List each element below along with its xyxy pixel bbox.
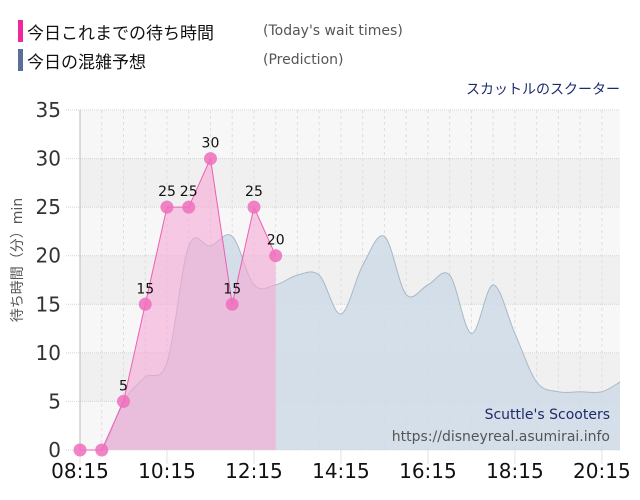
watermark-url: https://disneyreal.asumirai.info <box>392 429 610 445</box>
svg-text:待ち時間（分）min: 待ち時間（分）min <box>10 198 26 322</box>
y-tick-label: 10 <box>36 341 61 365</box>
x-tick-label: 18:15 <box>486 459 544 483</box>
data-point[interactable] <box>138 297 152 311</box>
data-label: 5 <box>119 378 128 394</box>
legend-label-en: (Today's wait times) <box>263 23 403 39</box>
x-tick-label: 10:15 <box>138 459 196 483</box>
legend-swatch-prediction <box>18 49 23 71</box>
data-point[interactable] <box>160 200 174 214</box>
data-point[interactable] <box>73 443 87 457</box>
y-axis-title: 待ち時間（分）min <box>10 198 26 322</box>
data-point[interactable] <box>116 394 130 408</box>
data-point[interactable] <box>269 249 283 263</box>
y-tick-label: 35 <box>36 98 61 122</box>
data-label: 15 <box>223 281 241 297</box>
x-tick-label: 12:15 <box>225 459 283 483</box>
x-tick-label: 16:15 <box>399 459 457 483</box>
legend-label-jp: 今日の混雑予想 <box>27 52 146 73</box>
data-label: 25 <box>180 184 198 200</box>
y-tick-label: 5 <box>48 389 61 413</box>
x-tick-label: 08:15 <box>51 459 109 483</box>
attraction-title: スカットルのスクーター <box>466 82 620 98</box>
watermark: Scuttle's Scooters https://disneyreal.as… <box>392 407 610 445</box>
data-point[interactable] <box>182 200 196 214</box>
legend-swatch-actual <box>18 20 23 42</box>
legend-label-en: (Prediction) <box>263 52 344 68</box>
y-tick-label: 20 <box>36 244 61 268</box>
data-point[interactable] <box>225 297 239 311</box>
data-label: 20 <box>267 233 285 249</box>
data-point[interactable] <box>247 200 261 214</box>
y-tick-label: 15 <box>36 292 61 316</box>
data-label: 25 <box>158 184 176 200</box>
data-point[interactable] <box>203 152 217 166</box>
data-label: 25 <box>245 184 263 200</box>
legend-item-prediction[interactable]: 今日の混雑予想 (Prediction) <box>18 48 344 73</box>
legend-item-actual[interactable]: 今日これまでの待ち時間 (Today's wait times) <box>18 19 403 44</box>
x-tick-label: 14:15 <box>312 459 370 483</box>
watermark-title: Scuttle's Scooters <box>485 407 610 423</box>
data-label: 15 <box>136 281 154 297</box>
data-point[interactable] <box>95 443 109 457</box>
y-tick-label: 0 <box>48 438 61 462</box>
y-tick-label: 30 <box>36 147 61 171</box>
y-tick-label: 25 <box>36 195 61 219</box>
x-axis: 08:15 10:15 12:15 14:15 16:15 18:15 20:15 <box>51 459 631 483</box>
y-axis: 0 5 10 15 20 25 30 35 <box>36 98 61 462</box>
x-tick-label: 20:15 <box>573 459 631 483</box>
data-label: 30 <box>202 136 220 152</box>
legend-label-jp: 今日これまでの待ち時間 <box>27 23 214 44</box>
